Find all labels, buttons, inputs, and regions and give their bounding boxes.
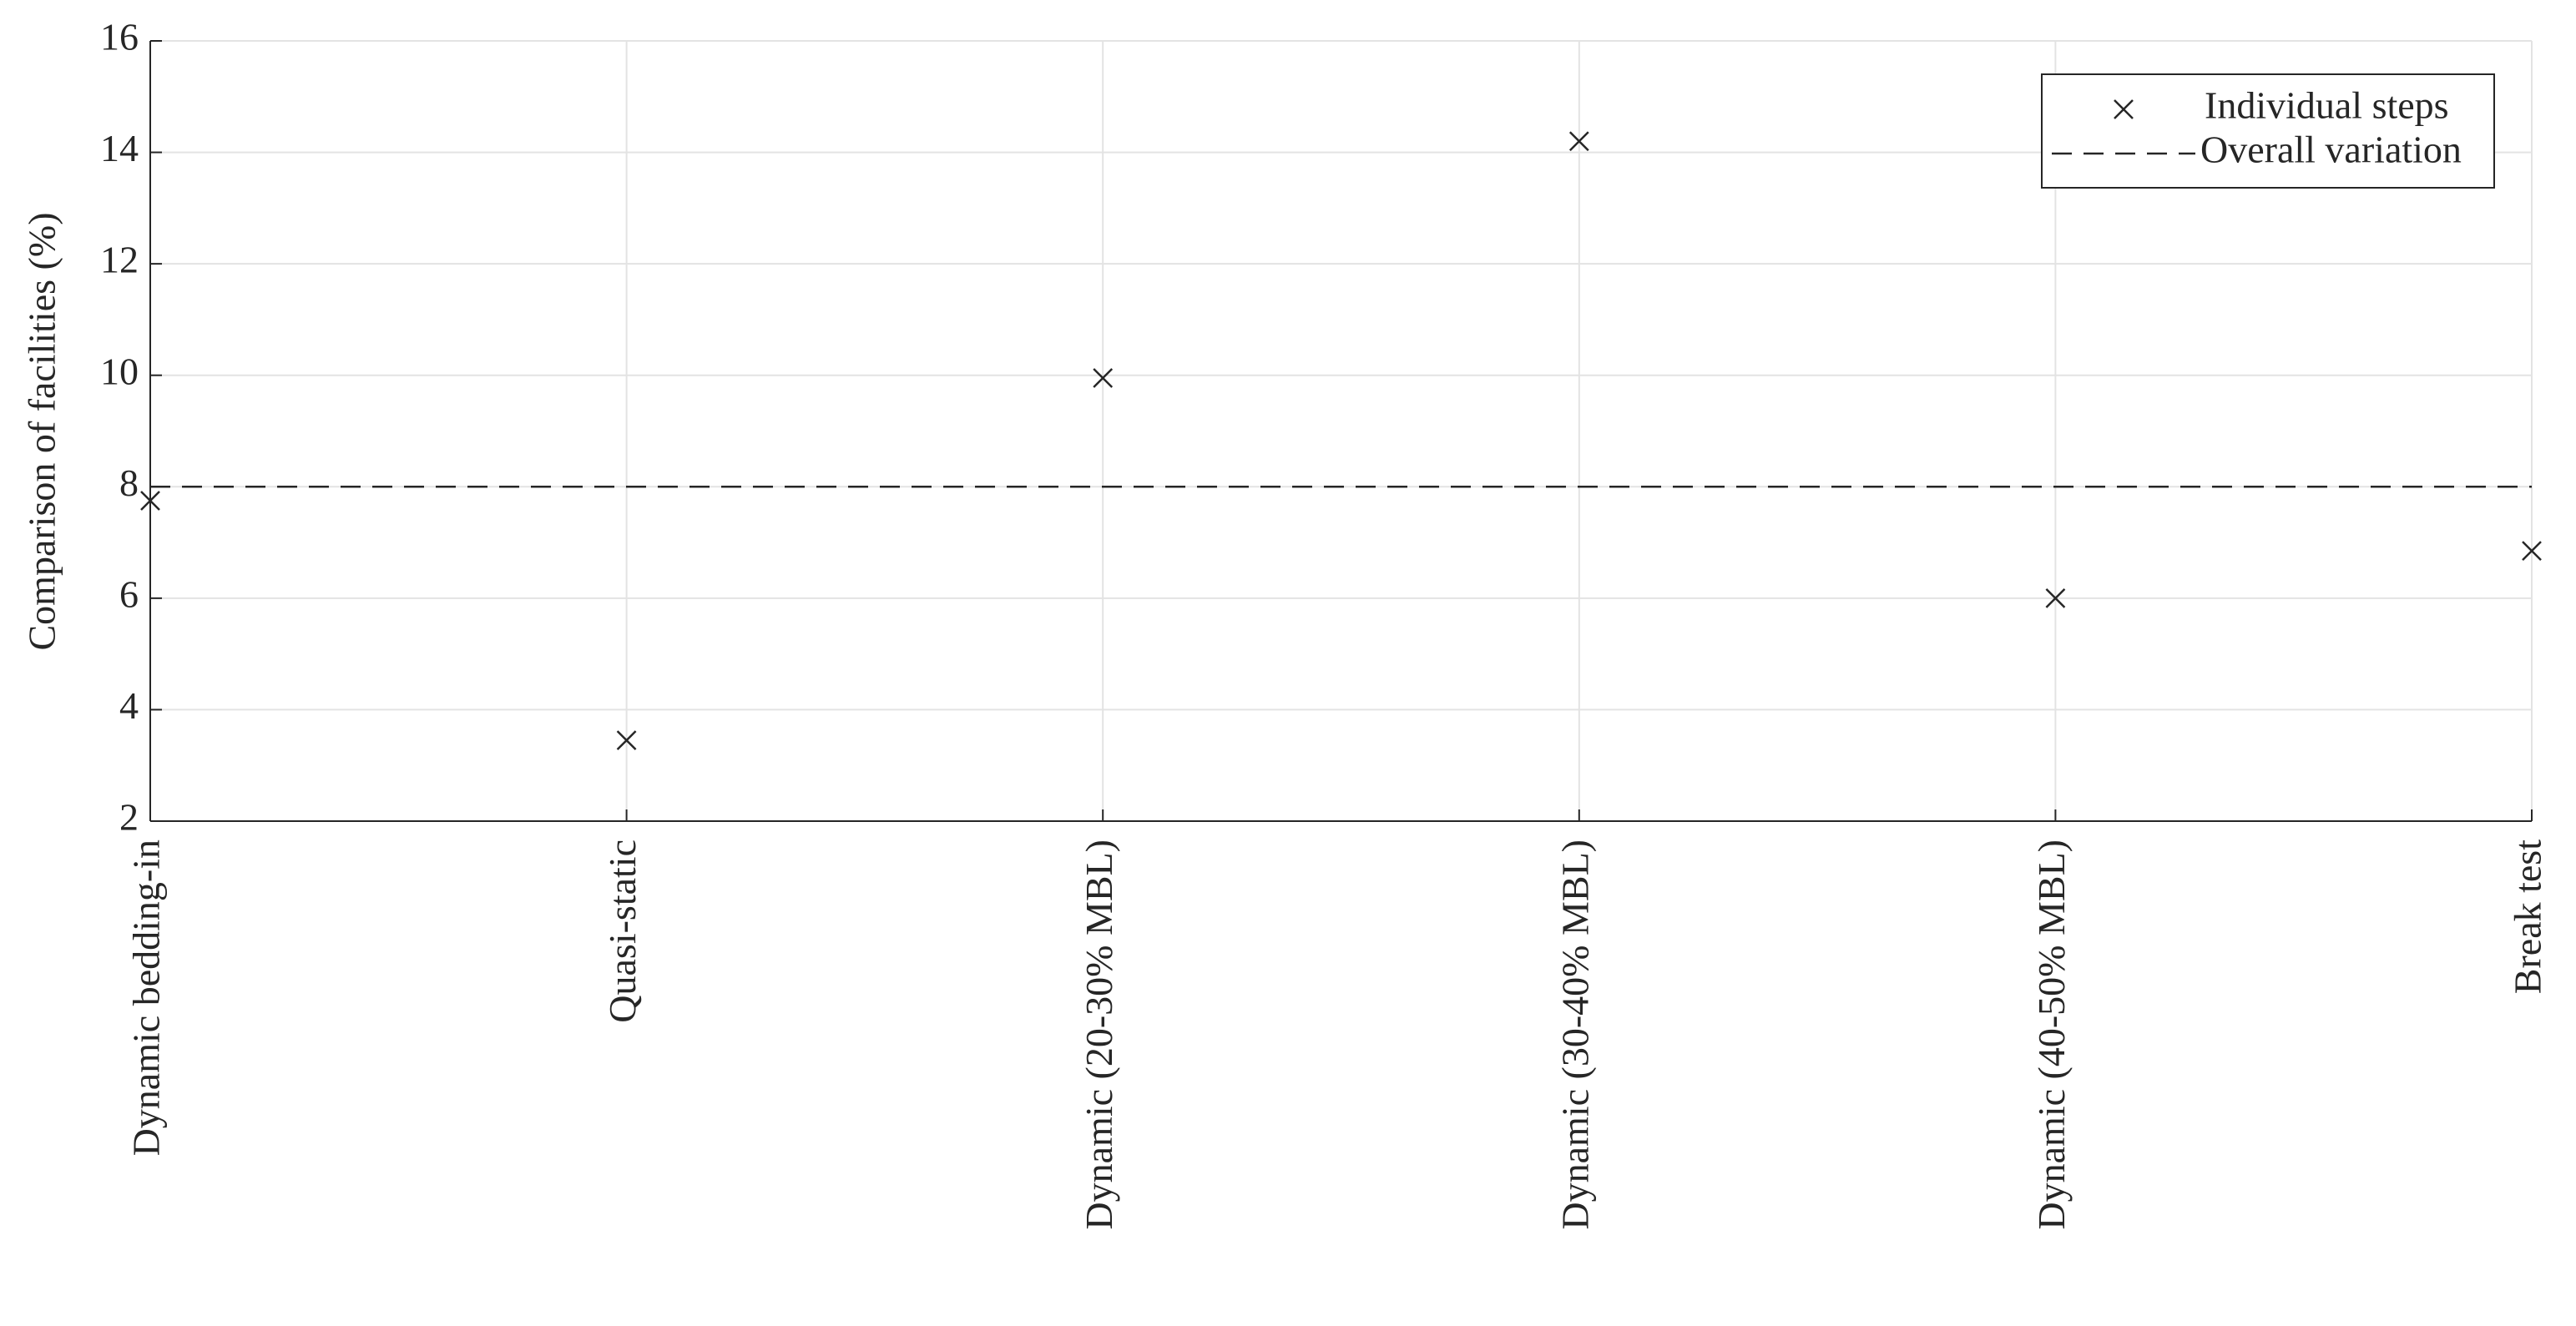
data-point xyxy=(1093,368,1114,388)
y-tick-label: 6 xyxy=(119,572,139,615)
x-tick-label: Dynamic (30-40% MBL) xyxy=(1553,839,1596,1230)
legend-label: Overall variation xyxy=(2200,129,2462,171)
y-tick-label: 8 xyxy=(119,461,139,504)
data-point xyxy=(1568,131,1589,152)
legend-box xyxy=(2041,73,2495,189)
data-point xyxy=(2045,587,2066,608)
data-point xyxy=(616,730,637,751)
data-point xyxy=(2522,541,2542,561)
x-tick-label: Dynamic (40-50% MBL) xyxy=(2030,839,2073,1230)
legend-label: Individual steps xyxy=(2205,84,2449,127)
y-tick-label: 14 xyxy=(100,127,139,169)
y-tick-label: 2 xyxy=(119,796,139,839)
y-tick-label: 16 xyxy=(100,16,139,58)
x-tick-label: Dynamic bedding-in xyxy=(125,839,168,1156)
y-tick-label: 12 xyxy=(100,239,139,281)
y-axis-label: Comparison of facilities (%) xyxy=(21,212,63,650)
y-tick-label: 4 xyxy=(119,684,139,727)
data-point xyxy=(140,491,160,511)
x-tick-label: Break test xyxy=(2507,839,2549,994)
legend-marker xyxy=(2114,99,2134,119)
y-tick-label: 10 xyxy=(100,350,139,392)
x-tick-label: Dynamic (20-30% MBL) xyxy=(1078,839,1120,1230)
x-tick-label: Quasi-static xyxy=(601,839,644,1023)
